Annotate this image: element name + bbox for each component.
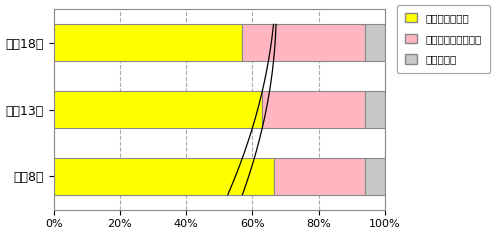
Bar [273,158,365,195]
Bar [54,24,243,61]
Bar [365,158,385,195]
Bar [365,24,385,61]
Bar [243,24,365,61]
Bar [365,91,385,128]
Bar [54,91,262,128]
Bar [262,91,365,128]
Legend: 正社員・正職員, 正社員・正職員以外, 臨時雇用者: 正社員・正職員, 正社員・正職員以外, 臨時雇用者 [397,5,491,73]
Bar [54,158,273,195]
